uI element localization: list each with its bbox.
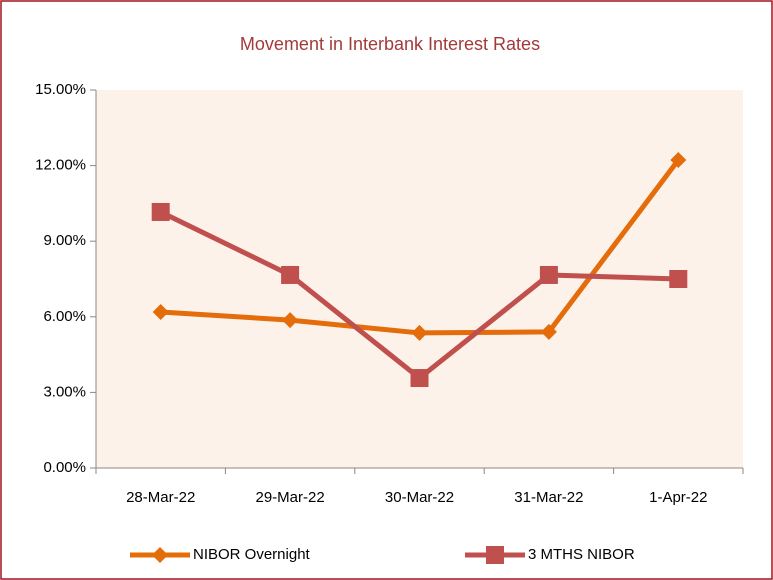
y-tick-label: 9.00% (43, 232, 86, 249)
y-tick-label: 15.00% (35, 81, 86, 98)
y-tick-label: 0.00% (43, 459, 86, 476)
y-tick-label: 12.00% (35, 157, 86, 174)
legend-marker (152, 547, 168, 563)
series-marker (669, 270, 688, 288)
series-marker (411, 324, 428, 341)
legend-marker (486, 546, 504, 564)
series-marker (282, 312, 299, 329)
x-tick-label: 29-Mar-22 (255, 489, 324, 506)
y-tick-label: 3.00% (43, 383, 86, 400)
x-tick-label: 30-Mar-22 (385, 489, 454, 506)
series-marker (410, 369, 429, 388)
series-marker (540, 323, 557, 340)
legend-label: NIBOR Overnight (193, 546, 311, 563)
series-marker (281, 265, 300, 284)
y-tick-label: 6.00% (43, 308, 86, 325)
x-tick-label: 1-Apr-22 (649, 489, 707, 506)
x-tick-label: 31-Mar-22 (514, 489, 583, 506)
series-marker (539, 265, 558, 284)
series-marker (151, 202, 170, 221)
chart-title: Movement in Interbank Interest Rates (240, 34, 540, 54)
legend-label: 3 MTHS NIBOR (528, 546, 635, 563)
x-tick-label: 28-Mar-22 (126, 489, 195, 506)
series-marker (152, 304, 169, 321)
series-marker (670, 152, 687, 169)
